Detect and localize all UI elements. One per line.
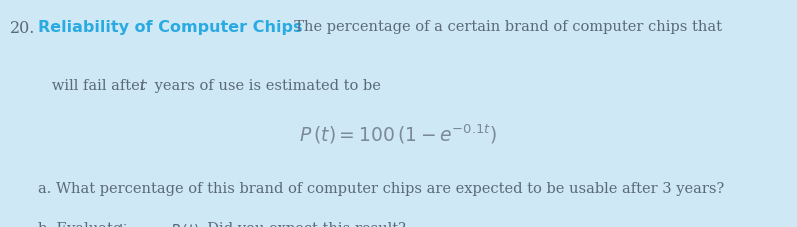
Text: t: t <box>139 79 145 94</box>
Text: 20.: 20. <box>10 20 36 37</box>
Text: will fail after: will fail after <box>38 79 151 94</box>
Text: . Did you expect this result?: . Did you expect this result? <box>198 222 406 227</box>
Text: $\lim_{t\!\to\!\infty}$: $\lim_{t\!\to\!\infty}$ <box>118 222 141 227</box>
Text: Reliability of Computer Chips: Reliability of Computer Chips <box>38 20 303 35</box>
Text: b. Evaluate: b. Evaluate <box>38 222 127 227</box>
Text: The percentage of a certain brand of computer chips that: The percentage of a certain brand of com… <box>285 20 722 35</box>
Text: a. What percentage of this brand of computer chips are expected to be usable aft: a. What percentage of this brand of comp… <box>38 182 724 196</box>
Text: years of use is estimated to be: years of use is estimated to be <box>150 79 381 94</box>
Text: $P\,(t)$: $P\,(t)$ <box>166 222 199 227</box>
Text: $P\,(t) = 100\,(1 - e^{-0.1t})$: $P\,(t) = 100\,(1 - e^{-0.1t})$ <box>300 123 497 146</box>
